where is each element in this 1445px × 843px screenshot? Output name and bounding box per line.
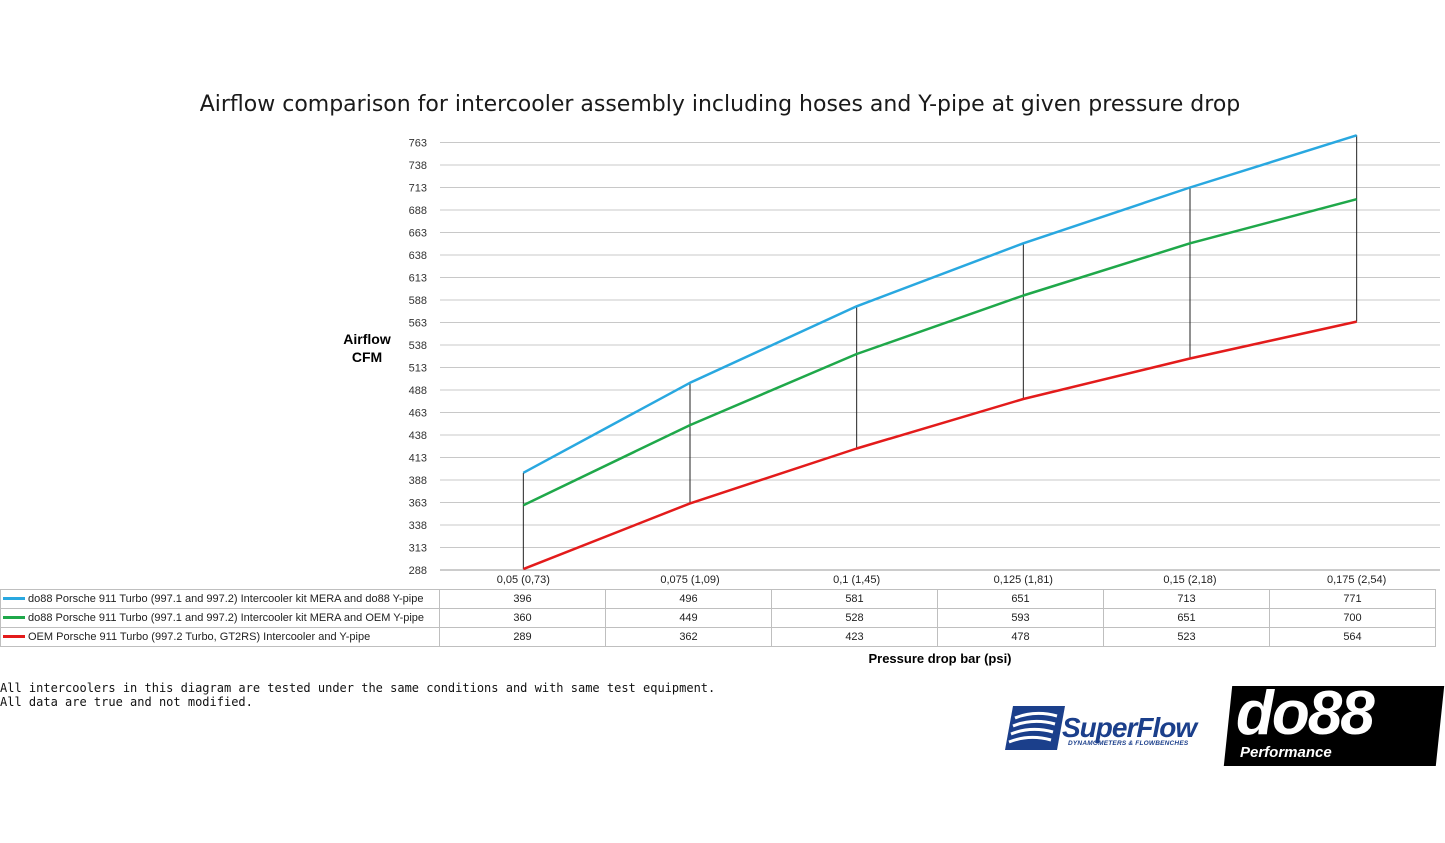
y-tick-label: 413 bbox=[409, 453, 427, 465]
footnote-line-1: All intercoolers in this diagram are tes… bbox=[0, 681, 716, 695]
legend-swatch bbox=[3, 634, 25, 638]
legend-entry: OEM Porsche 911 Turbo (997.2 Turbo, GT2R… bbox=[0, 627, 440, 647]
x-tick-label: 0,075 (1,09) bbox=[660, 574, 719, 586]
y-tick-label: 313 bbox=[409, 543, 427, 555]
y-tick-label: 438 bbox=[409, 430, 427, 442]
y-tick-label: 613 bbox=[409, 273, 427, 285]
data-label: 651 bbox=[937, 589, 1104, 609]
y-axis-label-line-2: CFM bbox=[351, 349, 383, 365]
x-tick-label: 0,1 (1,45) bbox=[833, 574, 880, 586]
y-tick-label: 288 bbox=[409, 565, 427, 577]
data-label: 523 bbox=[1103, 627, 1270, 647]
y-tick-label: 588 bbox=[409, 295, 427, 307]
data-label: 423 bbox=[771, 627, 938, 647]
y-axis-label: Airflow CFM bbox=[330, 330, 404, 366]
y-tick-label: 688 bbox=[409, 205, 427, 217]
legend-label: do88 Porsche 911 Turbo (997.1 and 997.2)… bbox=[28, 593, 424, 605]
do88-logo-tagline: Performance bbox=[1240, 744, 1332, 761]
y-axis-label-line-1: Airflow bbox=[343, 331, 391, 347]
y-tick-label: 663 bbox=[409, 228, 427, 240]
data-label: 593 bbox=[937, 608, 1104, 628]
y-tick-label: 363 bbox=[409, 498, 427, 510]
x-tick-label: 0,15 (2,18) bbox=[1163, 574, 1216, 586]
do88-logo-text: do88 bbox=[1236, 679, 1375, 748]
data-label: 360 bbox=[439, 608, 606, 628]
y-tick-label: 763 bbox=[409, 138, 427, 150]
y-tick-label: 463 bbox=[409, 408, 427, 420]
y-tick-label: 488 bbox=[409, 385, 427, 397]
legend-label: OEM Porsche 911 Turbo (997.2 Turbo, GT2R… bbox=[28, 631, 371, 643]
data-label: 362 bbox=[605, 627, 772, 647]
series-line-3 bbox=[522, 320, 1357, 571]
y-tick-label: 563 bbox=[409, 318, 427, 330]
data-label: 700 bbox=[1269, 608, 1436, 628]
x-tick-label: 0,175 (2,54) bbox=[1327, 574, 1386, 586]
x-axis-label: Pressure drop bar (psi) bbox=[868, 651, 1012, 666]
footnote: All intercoolers in this diagram are tes… bbox=[0, 681, 715, 709]
legend-swatch bbox=[3, 596, 25, 600]
data-label: 581 bbox=[771, 589, 938, 609]
data-label: 771 bbox=[1269, 589, 1436, 609]
table-row: do88 Porsche 911 Turbo (997.1 and 997.2)… bbox=[0, 589, 1436, 609]
legend-swatch bbox=[3, 615, 25, 619]
legend-label: do88 Porsche 911 Turbo (997.1 and 997.2)… bbox=[28, 612, 425, 624]
x-tick-label: 0,05 (0,73) bbox=[497, 574, 550, 586]
data-label: 289 bbox=[439, 627, 606, 647]
x-tick-label: 0,125 (1,81) bbox=[994, 574, 1053, 586]
footnote-line-2: All data are true and not modified. bbox=[0, 695, 253, 709]
y-tick-label: 538 bbox=[409, 340, 427, 352]
data-label: 396 bbox=[439, 589, 606, 609]
y-tick-label: 738 bbox=[409, 160, 427, 172]
table-row: do88 Porsche 911 Turbo (997.1 and 997.2)… bbox=[0, 608, 1436, 628]
legend-entry: do88 Porsche 911 Turbo (997.1 and 997.2)… bbox=[0, 589, 440, 609]
y-tick-label: 513 bbox=[409, 363, 427, 375]
data-table: do88 Porsche 911 Turbo (997.1 and 997.2)… bbox=[0, 589, 1436, 647]
series-lines bbox=[522, 134, 1358, 571]
data-label: 496 bbox=[605, 589, 772, 609]
data-label: 478 bbox=[937, 627, 1104, 647]
y-tick-label: 338 bbox=[409, 520, 427, 532]
superflow-logo-tagline: DYNAMOMETERS & FLOWBENCHES bbox=[1068, 740, 1189, 747]
y-tick-label: 638 bbox=[409, 250, 427, 262]
y-axis-ticks: 288 313 338 363 388 413 438 463 488 513 538 563 588 6… bbox=[409, 138, 427, 578]
legend-entry: do88 Porsche 911 Turbo (997.1 and 997.2)… bbox=[0, 608, 440, 628]
chart-title: Airflow comparison for intercooler assem… bbox=[199, 92, 1241, 117]
superflow-logo-text: SuperFlow bbox=[1062, 712, 1197, 743]
data-label: 713 bbox=[1103, 589, 1270, 609]
drop-lines bbox=[522, 135, 1358, 570]
series-line-2 bbox=[522, 197, 1357, 507]
superflow-logo-icon bbox=[1005, 706, 1065, 750]
table-row: OEM Porsche 911 Turbo (997.2 Turbo, GT2R… bbox=[0, 627, 1436, 647]
series-line-1 bbox=[522, 134, 1358, 474]
y-tick-label: 713 bbox=[409, 183, 427, 195]
data-label: 528 bbox=[771, 608, 938, 628]
data-label: 449 bbox=[605, 608, 772, 628]
x-axis-ticks: 0,05 (0,73) 0,075 (1,09) 0,1 (1,45) 0,125 (… bbox=[497, 574, 1387, 586]
data-label: 651 bbox=[1103, 608, 1270, 628]
data-label: 564 bbox=[1269, 627, 1436, 647]
y-tick-label: 388 bbox=[409, 475, 427, 487]
grid-lines bbox=[440, 142, 1440, 571]
